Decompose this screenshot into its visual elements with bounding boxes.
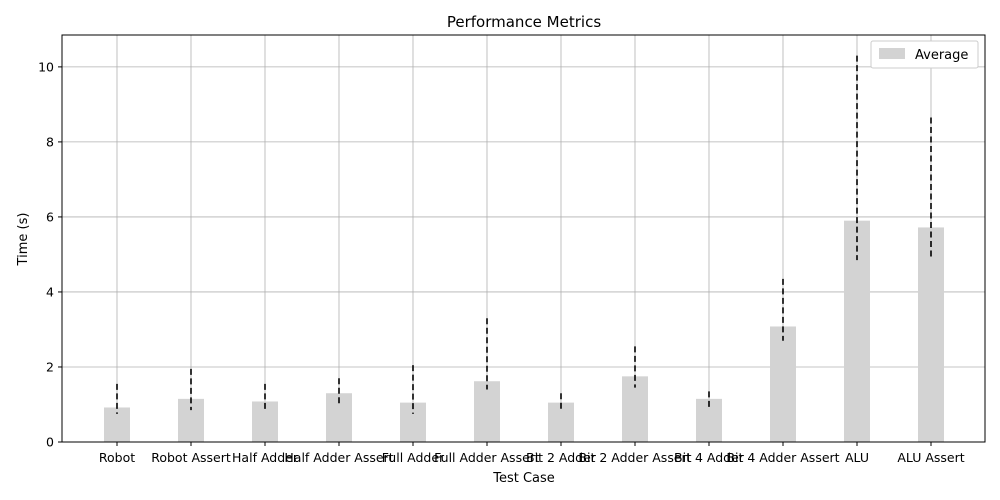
x-tick-label: Robot Assert bbox=[151, 450, 231, 465]
plot-frame bbox=[61, 34, 986, 443]
error-lines bbox=[116, 55, 932, 414]
y-tick-label: 0 bbox=[46, 435, 54, 450]
x-tick-label: ALU Assert bbox=[897, 450, 964, 465]
x-tick-label: ALU bbox=[845, 450, 869, 465]
x-tick-label: Half Adder Assert bbox=[284, 450, 393, 465]
y-tick-label: 4 bbox=[46, 284, 54, 299]
y-tick-label: 10 bbox=[38, 59, 54, 74]
y-axis-label: Time (s) bbox=[16, 213, 31, 267]
y-tick-label: 2 bbox=[46, 359, 54, 374]
x-tick-label: Bit 4 Adder bbox=[674, 450, 745, 465]
x-tick-label: Full Adder Assert bbox=[434, 450, 540, 465]
x-axis-label: Test Case bbox=[492, 471, 555, 486]
x-tick-label: Bit 4 Adder Assert bbox=[726, 450, 839, 465]
bar bbox=[400, 402, 426, 442]
bar bbox=[474, 381, 500, 442]
legend-label: Average bbox=[915, 48, 968, 63]
x-tick-label: Bit 2 Adder Assert bbox=[578, 450, 691, 465]
x-tick-label: Full Adder bbox=[382, 450, 445, 465]
y-tick-label: 8 bbox=[46, 134, 54, 149]
x-tick-label: Robot bbox=[99, 450, 135, 465]
x-tick-label: Bit 2 Adder bbox=[526, 450, 597, 465]
y-tick-label: 6 bbox=[46, 209, 54, 224]
bars bbox=[104, 220, 944, 442]
chart-title: Performance Metrics bbox=[447, 13, 601, 31]
legend: Average bbox=[870, 40, 979, 69]
bar bbox=[548, 402, 574, 442]
legend-box bbox=[870, 40, 979, 69]
bar bbox=[178, 398, 204, 442]
bar bbox=[844, 220, 870, 442]
bar bbox=[918, 227, 944, 442]
y-ticks: 0 2 4 6 8 10 bbox=[38, 59, 62, 450]
legend-swatch bbox=[879, 48, 905, 59]
bar bbox=[770, 326, 796, 442]
x-tick-label: Half Adder bbox=[232, 450, 299, 465]
